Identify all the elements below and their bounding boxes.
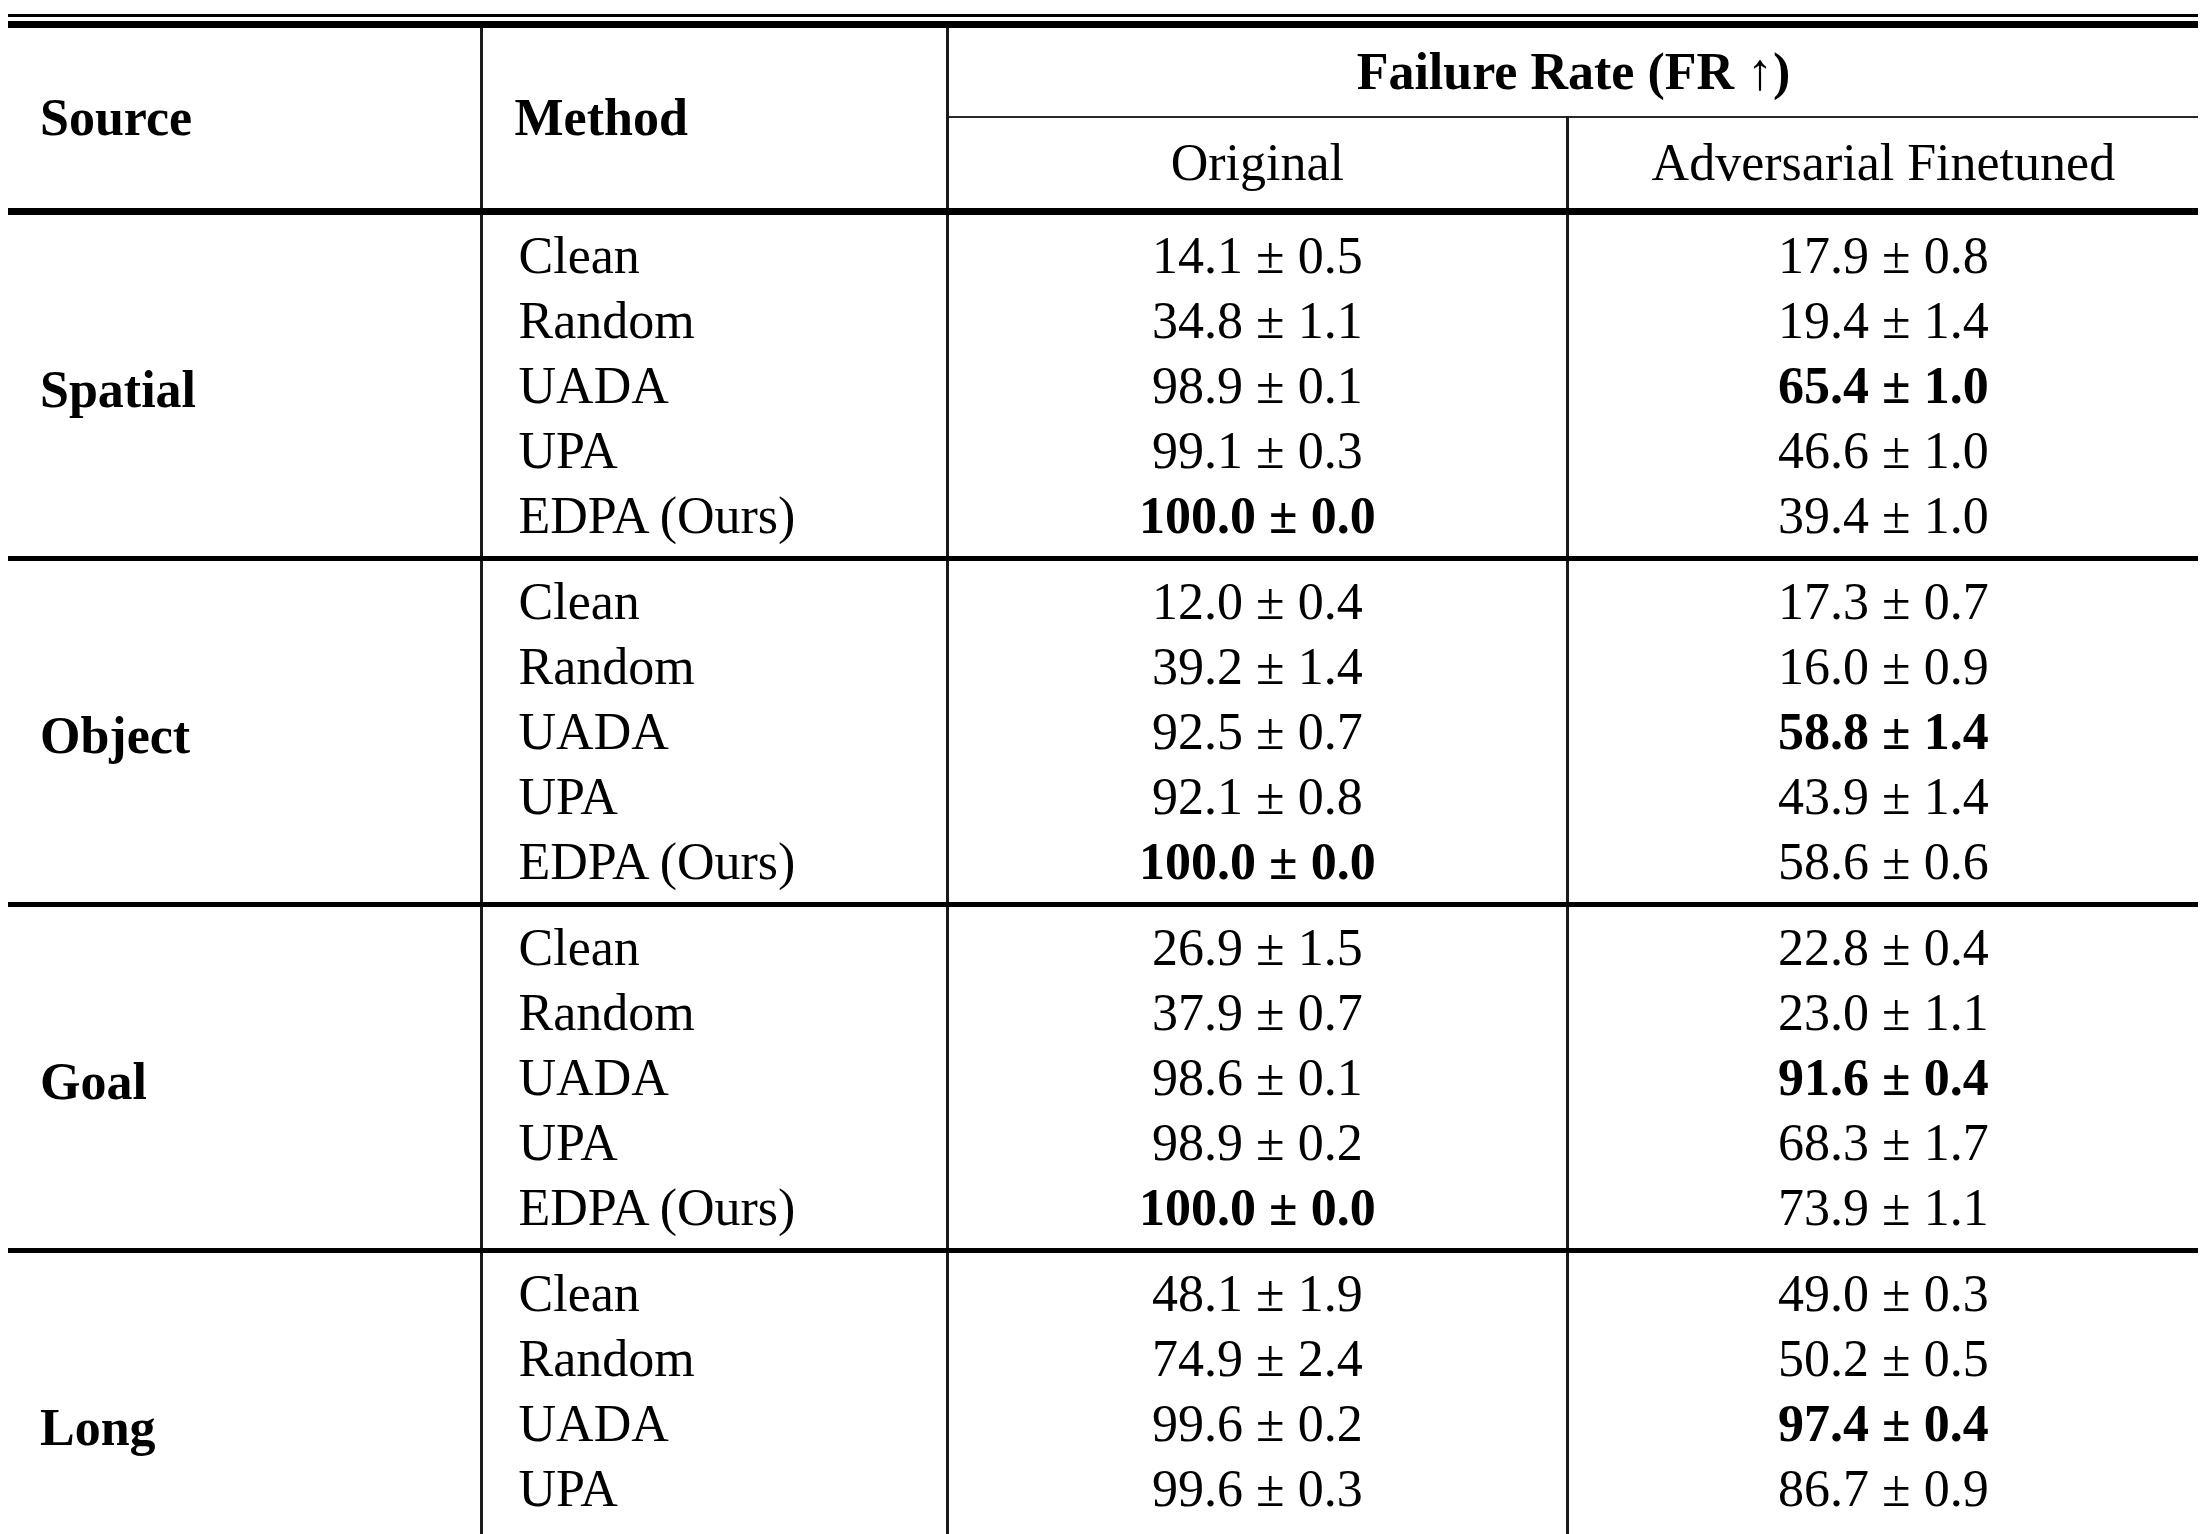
table-row: Spatial Clean 14.1 ± 0.5 17.9 ± 0.8: [8, 212, 2198, 289]
adversarial-value-cell: 86.7 ± 0.9: [1567, 1456, 2198, 1521]
table-row: Long Clean 48.1 ± 1.9 49.0 ± 0.3: [8, 1251, 2198, 1327]
section-long: Long Clean 48.1 ± 1.9 49.0 ± 0.3 Random …: [8, 1251, 2198, 1534]
adversarial-value-cell: 23.0 ± 1.1: [1567, 980, 2198, 1045]
adversarial-value-cell: 19.4 ± 1.4: [1567, 288, 2198, 353]
method-cell: EDPA (Ours): [481, 1521, 947, 1534]
adversarial-value-cell: 46.6 ± 1.0: [1567, 418, 2198, 483]
section-goal: Goal Clean 26.9 ± 1.5 22.8 ± 0.4 Random …: [8, 905, 2198, 1251]
original-value-cell: 98.6 ± 0.1: [948, 1045, 1568, 1110]
adversarial-value-cell: 58.6 ± 0.6: [1567, 829, 2198, 905]
original-value-cell: 100.0 ± 0.0: [948, 1175, 1568, 1251]
adversarial-value-cell: 91.2 ± 0.5: [1567, 1521, 2198, 1534]
original-value-cell: 92.5 ± 0.7: [948, 699, 1568, 764]
method-cell: Random: [481, 288, 947, 353]
method-cell: UADA: [481, 1391, 947, 1456]
table-header: Source Method Failure Rate (FR ↑) Origin…: [8, 25, 2198, 212]
method-cell: EDPA (Ours): [481, 1175, 947, 1251]
method-cell: UADA: [481, 353, 947, 418]
source-cell: Goal: [8, 905, 481, 1251]
adversarial-value-cell: 73.9 ± 1.1: [1567, 1175, 2198, 1251]
section-object: Object Clean 12.0 ± 0.4 17.3 ± 0.7 Rando…: [8, 559, 2198, 905]
method-cell: Random: [481, 1326, 947, 1391]
original-value-cell: 100.0 ± 0.0: [948, 829, 1568, 905]
original-value-cell: 34.8 ± 1.1: [948, 288, 1568, 353]
table-row: Goal Clean 26.9 ± 1.5 22.8 ± 0.4: [8, 905, 2198, 981]
method-cell: EDPA (Ours): [481, 829, 947, 905]
failure-rate-table: Source Method Failure Rate (FR ↑) Origin…: [8, 21, 2198, 1534]
adversarial-value-cell: 16.0 ± 0.9: [1567, 634, 2198, 699]
column-header-adversarial-finetuned: Adversarial Finetuned: [1567, 117, 2198, 212]
original-value-cell: 98.9 ± 0.1: [948, 353, 1568, 418]
method-cell: UADA: [481, 699, 947, 764]
adversarial-value-cell: 22.8 ± 0.4: [1567, 905, 2198, 981]
method-cell: UPA: [481, 1110, 947, 1175]
column-header-source: Source: [8, 25, 481, 212]
original-value-cell: 98.9 ± 0.2: [948, 1110, 1568, 1175]
method-cell: Random: [481, 634, 947, 699]
method-cell: Random: [481, 980, 947, 1045]
adversarial-value-cell: 43.9 ± 1.4: [1567, 764, 2198, 829]
original-value-cell: 99.6 ± 0.2: [948, 1391, 1568, 1456]
original-value-cell: 39.2 ± 1.4: [948, 634, 1568, 699]
original-value-cell: 100.0 ± 0.0: [948, 483, 1568, 559]
original-value-cell: 100.0 ± 0.0: [948, 1521, 1568, 1534]
source-cell: Long: [8, 1251, 481, 1534]
method-cell: Clean: [481, 905, 947, 981]
original-value-cell: 12.0 ± 0.4: [948, 559, 1568, 635]
adversarial-value-cell: 97.4 ± 0.4: [1567, 1391, 2198, 1456]
top-thin-rule: [8, 14, 2198, 17]
adversarial-value-cell: 39.4 ± 1.0: [1567, 483, 2198, 559]
method-cell: Clean: [481, 1251, 947, 1327]
source-cell: Object: [8, 559, 481, 905]
paper-table-page: Source Method Failure Rate (FR ↑) Origin…: [0, 0, 2206, 1534]
original-value-cell: 99.6 ± 0.3: [948, 1456, 1568, 1521]
source-cell: Spatial: [8, 212, 481, 559]
adversarial-value-cell: 58.8 ± 1.4: [1567, 699, 2198, 764]
method-cell: Clean: [481, 559, 947, 635]
method-cell: UPA: [481, 1456, 947, 1521]
adversarial-value-cell: 65.4 ± 1.0: [1567, 353, 2198, 418]
adversarial-value-cell: 50.2 ± 0.5: [1567, 1326, 2198, 1391]
original-value-cell: 99.1 ± 0.3: [948, 418, 1568, 483]
adversarial-value-cell: 17.3 ± 0.7: [1567, 559, 2198, 635]
original-value-cell: 37.9 ± 0.7: [948, 980, 1568, 1045]
table-row: Object Clean 12.0 ± 0.4 17.3 ± 0.7: [8, 559, 2198, 635]
method-cell: UPA: [481, 418, 947, 483]
original-value-cell: 26.9 ± 1.5: [948, 905, 1568, 981]
original-value-cell: 74.9 ± 2.4: [948, 1326, 1568, 1391]
adversarial-value-cell: 49.0 ± 0.3: [1567, 1251, 2198, 1327]
adversarial-value-cell: 68.3 ± 1.7: [1567, 1110, 2198, 1175]
column-header-original: Original: [948, 117, 1568, 212]
method-cell: UADA: [481, 1045, 947, 1110]
original-value-cell: 14.1 ± 0.5: [948, 212, 1568, 289]
section-spatial: Spatial Clean 14.1 ± 0.5 17.9 ± 0.8 Rand…: [8, 212, 2198, 559]
adversarial-value-cell: 17.9 ± 0.8: [1567, 212, 2198, 289]
method-cell: Clean: [481, 212, 947, 289]
original-value-cell: 92.1 ± 0.8: [948, 764, 1568, 829]
adversarial-value-cell: 91.6 ± 0.4: [1567, 1045, 2198, 1110]
method-cell: EDPA (Ours): [481, 483, 947, 559]
column-group-header-failure-rate: Failure Rate (FR ↑): [948, 25, 2199, 118]
method-cell: UPA: [481, 764, 947, 829]
original-value-cell: 48.1 ± 1.9: [948, 1251, 1568, 1327]
header-row-group: Source Method Failure Rate (FR ↑): [8, 25, 2198, 118]
column-header-method: Method: [481, 25, 947, 212]
